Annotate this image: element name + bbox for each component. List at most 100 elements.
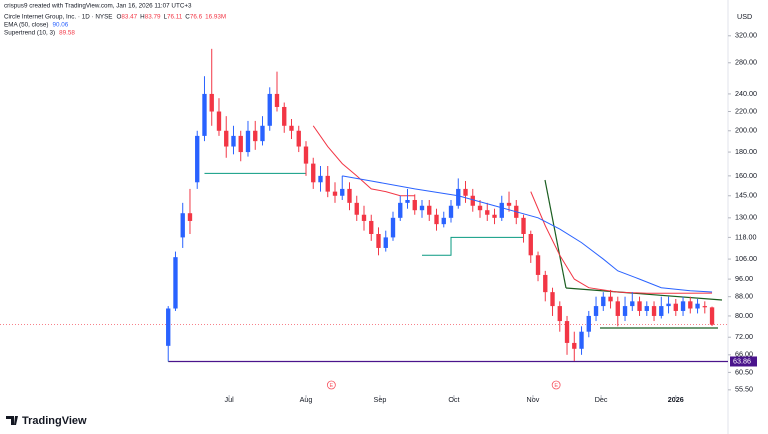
candle-body [253,130,258,142]
candle-body [492,214,497,218]
candle-body [180,213,185,238]
candle-body [601,296,606,307]
x-tick-label: 2026 [668,395,684,404]
trend-line [544,179,567,289]
candle-body [572,342,577,349]
brand-logo [6,416,18,425]
candle-body [282,106,287,126]
candle-body [434,214,439,225]
y-tick-label: 118.00 [735,232,756,241]
candle-body [245,130,251,153]
candle-body [470,195,475,206]
candle-body [195,135,200,183]
candle-body [347,188,352,203]
ohlc-key: H [140,14,145,21]
candle-body [173,257,178,309]
symbol: Circle Internet Group, Inc. · 1D · NYSE [4,14,112,21]
candle-body [615,301,620,316]
y-tick-label: 220.00 [735,106,757,115]
x-tick-label: Sep [374,395,387,404]
candle-body [673,303,678,311]
event-marker [551,380,561,390]
y-tick-label: 88.00 [735,292,753,301]
legend-value: 90.06 [52,22,68,29]
candle-body [651,306,657,316]
candle-body [412,199,417,211]
y-tick-label: 180.00 [735,147,757,156]
ohlc-value: 76.6 [190,14,203,21]
candle-body [521,217,526,235]
candle-body [311,163,316,183]
currency: USD [737,12,752,21]
candle-body [354,202,359,215]
candle-body [550,292,555,307]
trend-lines [544,179,723,329]
candle-body [202,93,207,136]
candle-body [695,303,700,309]
ohlc-value: 83.79 [145,14,161,21]
candle-body [535,255,541,275]
y-tick-label: 72.00 [735,332,753,341]
support-label-box [730,356,757,367]
legend-value: 89.58 [59,30,75,37]
y-tick-label: 106.00 [735,254,757,263]
candle-body [166,308,171,346]
x-tick-label: Jul [225,395,235,404]
candle-body [448,205,454,218]
candle-body [224,130,229,147]
x-tick-label: Dec [595,395,608,404]
candle-body [456,188,461,206]
candle-body [680,301,686,311]
candle-body [289,125,294,131]
candle-body [477,205,483,211]
candle-body [666,303,671,307]
candle-body [441,217,446,225]
credit: crispus9 created with TradingView.com, J… [4,3,192,10]
supertrend-legend: Supertrend (10, 3) [4,30,55,37]
candle-body [340,188,345,196]
y-tick-label: 160.00 [735,171,757,180]
candle-body [398,202,403,218]
brand-name: TradingView [22,415,87,427]
candle-body [659,306,664,316]
ohlc-key: C [185,14,190,21]
y-tick-label: 130.00 [735,213,757,222]
candle-body [231,135,236,147]
candle-body [332,191,338,196]
y-tick-label: 96.00 [735,274,753,283]
candle-body [543,274,548,293]
candle-body [608,296,613,302]
candle-body [564,321,570,343]
candle-body [463,188,468,196]
candle-body [325,175,330,192]
y-tick-label: 240.00 [735,89,757,98]
candle-body [383,237,388,248]
ohlc-key: L [163,14,167,21]
candle-body [499,202,504,218]
candle-body [593,306,599,316]
y-tick-label: 200.00 [735,126,757,135]
candle-body [688,301,693,309]
candle-body [209,93,214,112]
candle-body [187,213,193,221]
candle-body [579,331,584,349]
y-tick-label: 60.50 [735,367,753,376]
candle-body [622,306,628,316]
supertrend-down-line [312,125,415,197]
y-tick-label: 280.00 [735,58,757,67]
candle-body [303,146,309,164]
candle-body [216,111,222,131]
candle-body [586,315,591,332]
candle-body [405,199,410,203]
candle-body [630,301,635,307]
x-tick-label: Oct [448,395,459,404]
candle-body [506,202,512,206]
candle-body [361,214,367,221]
candle-body [644,306,649,311]
volume: 16.93M [205,14,226,21]
y-tick-label: 55.50 [735,385,753,394]
y-tick-label: 80.00 [735,311,753,320]
x-tick-label: Nov [527,395,540,404]
support-label: 63.86 [733,356,751,365]
ohlc-key: O [116,14,121,21]
